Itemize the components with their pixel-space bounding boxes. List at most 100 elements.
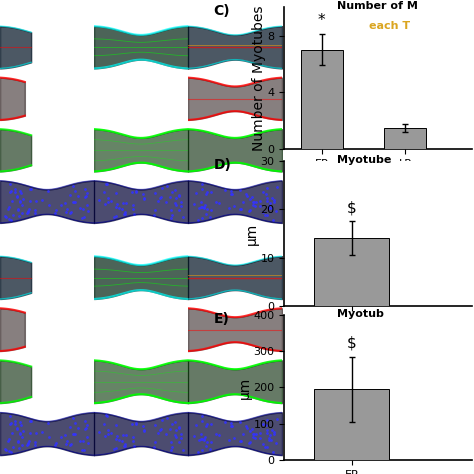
Point <box>118 437 126 445</box>
Point <box>168 188 176 195</box>
Point <box>246 206 254 213</box>
Point <box>225 204 233 212</box>
Point <box>66 210 74 217</box>
Point <box>172 194 179 201</box>
Point <box>251 435 259 442</box>
Point <box>198 203 205 211</box>
Point <box>25 439 32 447</box>
Point <box>260 420 267 428</box>
Point <box>215 200 222 207</box>
Point <box>171 431 179 438</box>
Point <box>81 417 89 425</box>
Point <box>82 193 89 201</box>
Point <box>7 180 14 188</box>
Point <box>270 196 277 203</box>
Point <box>175 192 183 200</box>
Point <box>105 426 112 434</box>
Point <box>9 211 17 219</box>
Point <box>114 433 121 440</box>
Point <box>123 431 130 438</box>
Point <box>141 195 148 203</box>
Point <box>237 205 244 213</box>
Point <box>265 437 273 444</box>
Point <box>157 193 164 201</box>
Point <box>264 198 271 205</box>
Point <box>11 417 19 425</box>
Y-axis label: μm: μm <box>245 222 259 245</box>
Point <box>66 442 74 449</box>
Point <box>5 436 12 443</box>
Point <box>13 192 20 200</box>
Point <box>14 437 22 445</box>
Point <box>166 425 174 433</box>
Point <box>167 214 174 222</box>
Point <box>264 426 271 434</box>
Point <box>202 423 210 430</box>
Point <box>252 198 260 206</box>
Point <box>152 421 159 428</box>
Point <box>72 419 79 427</box>
Point <box>265 202 273 210</box>
Point <box>118 205 126 212</box>
Point <box>202 191 210 198</box>
Y-axis label: Number of Myotubes: Number of Myotubes <box>252 6 266 151</box>
Point <box>268 436 275 444</box>
Point <box>141 426 148 434</box>
Point <box>84 207 92 215</box>
Point <box>265 205 273 212</box>
Point <box>32 198 39 205</box>
Text: C): C) <box>213 4 230 18</box>
Point <box>104 412 111 420</box>
Point <box>63 205 71 212</box>
Point <box>7 448 15 456</box>
Point <box>74 424 82 432</box>
Point <box>7 187 15 195</box>
Point <box>194 216 201 224</box>
Point <box>246 427 254 435</box>
Point <box>104 430 111 438</box>
Text: LP: LP <box>132 8 150 21</box>
Point <box>26 438 33 445</box>
Point <box>114 201 121 208</box>
Point <box>5 215 12 223</box>
Point <box>82 424 90 432</box>
Point <box>177 430 185 438</box>
Point <box>175 423 182 430</box>
Point <box>178 202 185 210</box>
Point <box>112 212 119 219</box>
Point <box>198 446 205 454</box>
Point <box>201 201 209 209</box>
Point <box>119 431 127 439</box>
Point <box>24 440 31 448</box>
Point <box>46 201 53 209</box>
Point <box>120 442 128 449</box>
Point <box>121 442 129 449</box>
Point <box>110 446 118 453</box>
Point <box>23 441 30 449</box>
Point <box>110 213 118 221</box>
Point <box>63 209 70 216</box>
Point <box>265 434 273 441</box>
Text: each T: each T <box>369 21 410 31</box>
Point <box>7 419 15 427</box>
Point <box>63 441 70 448</box>
Point <box>63 437 71 445</box>
Point <box>45 187 52 195</box>
Point <box>215 432 222 439</box>
Point <box>150 443 158 451</box>
Point <box>198 214 205 222</box>
Point <box>158 184 166 192</box>
Point <box>263 443 271 451</box>
Point <box>18 201 26 209</box>
Point <box>156 427 164 434</box>
Point <box>7 217 15 224</box>
Bar <box>314 238 389 306</box>
Point <box>203 420 210 428</box>
Point <box>16 419 24 426</box>
Point <box>168 211 176 219</box>
Point <box>162 430 170 438</box>
Point <box>256 198 264 205</box>
Point <box>206 445 214 453</box>
Point <box>70 430 77 438</box>
Point <box>101 201 109 208</box>
